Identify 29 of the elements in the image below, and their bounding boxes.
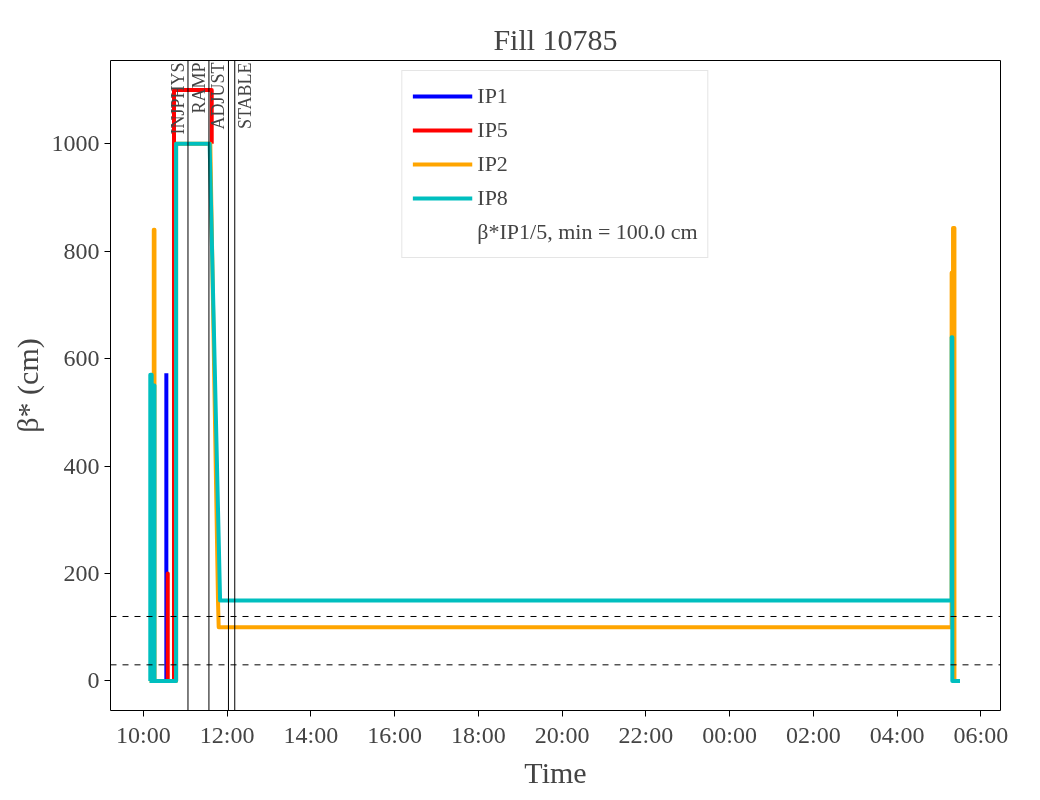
legend-label: IP2 bbox=[477, 150, 508, 178]
ref-line-label: STABLE bbox=[234, 62, 255, 130]
y-tick-label: 400 bbox=[63, 452, 100, 479]
ref-line-label: ADJUST bbox=[208, 62, 229, 130]
y-tick-label: 0 bbox=[87, 667, 100, 694]
x-tick-label: 20:00 bbox=[534, 721, 590, 748]
x-tick-label: 18:00 bbox=[451, 721, 506, 748]
ref-line-label: RAMP bbox=[188, 62, 209, 114]
y-tick-label: 1000 bbox=[51, 130, 100, 157]
x-tick-label: 16:00 bbox=[367, 721, 422, 748]
y-axis-title: β* (cm) bbox=[10, 338, 45, 433]
x-tick-label: 00:00 bbox=[702, 721, 757, 748]
x-tick-label: 10:00 bbox=[115, 721, 171, 748]
y-tick-label: 800 bbox=[63, 237, 100, 264]
x-tick-label: 12:00 bbox=[199, 721, 255, 748]
legend-label: IP8 bbox=[477, 184, 508, 212]
x-tick-label: 22:00 bbox=[618, 721, 674, 748]
x-tick-label: 14:00 bbox=[283, 721, 339, 748]
x-tick-label: 06:00 bbox=[953, 721, 1009, 748]
ref-line-label: INJPHYS bbox=[167, 62, 188, 135]
y-tick-label: 600 bbox=[63, 345, 100, 372]
legend-label: IP5 bbox=[477, 116, 508, 144]
chart-title: Fill 10785 bbox=[493, 22, 618, 56]
x-tick-label: 04:00 bbox=[869, 721, 925, 748]
x-tick-label: 02:00 bbox=[786, 721, 841, 748]
legend-label: IP1 bbox=[477, 82, 508, 110]
y-tick-label: 200 bbox=[63, 560, 100, 587]
x-axis-title: Time bbox=[524, 755, 587, 789]
annotation: β*IP1/5, min = 100.0 cm bbox=[477, 218, 698, 246]
